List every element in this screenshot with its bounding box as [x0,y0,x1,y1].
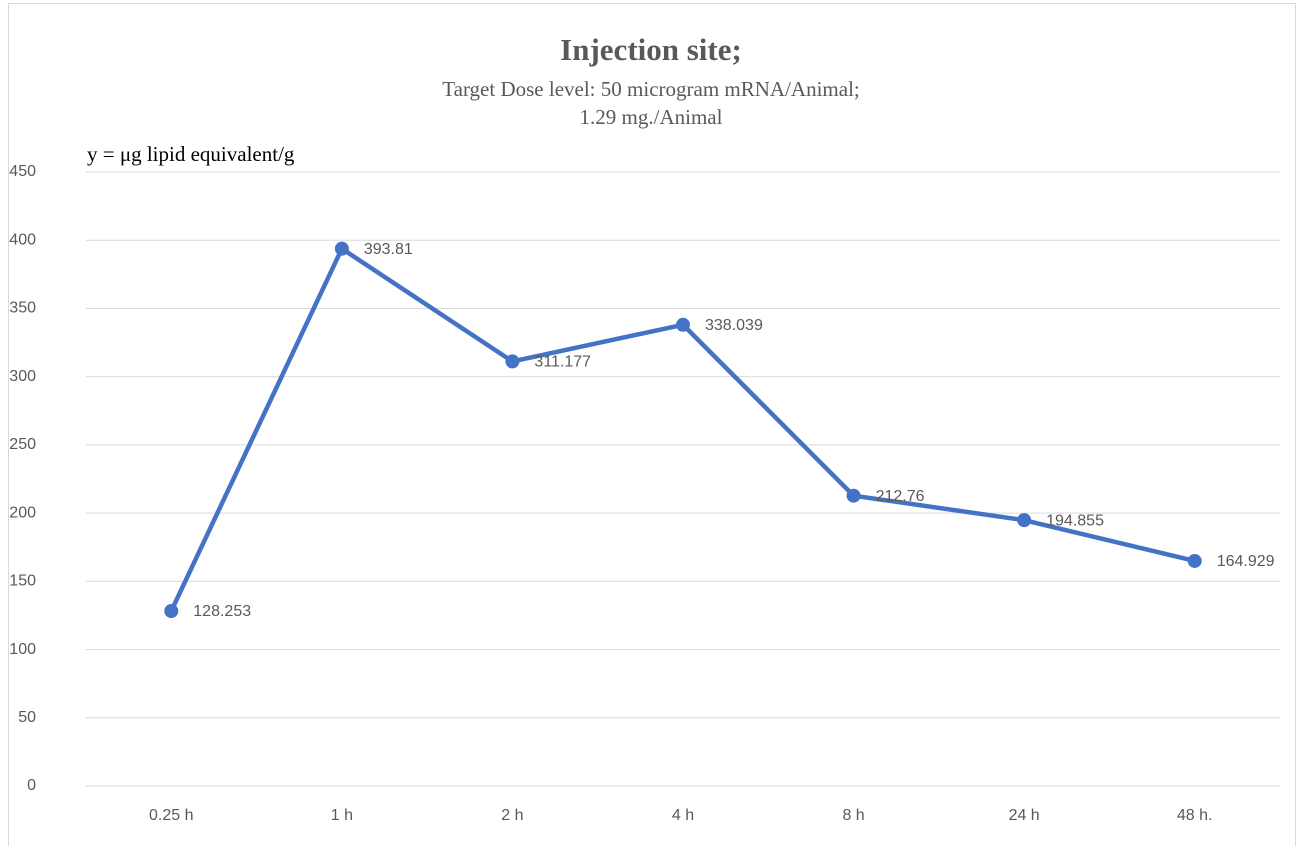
data-label: 212.76 [876,488,925,505]
y-tick-label: 400 [9,231,36,248]
data-label: 164.929 [1217,553,1275,570]
y-tick-label: 450 [9,163,36,180]
data-point [334,241,349,256]
data-point [164,604,179,619]
data-label: 311.177 [534,354,591,371]
x-tick-label: 1 h [331,807,353,824]
x-tick-label: 2 h [501,807,523,824]
chart-title: Injection site; [560,32,742,67]
y-tick-label: 100 [9,641,36,658]
x-tick-label: 0.25 h [149,807,193,824]
y-tick-label: 300 [9,368,36,385]
y-tick-label: 0 [27,777,36,794]
data-label: 194.855 [1046,512,1104,529]
chart-border [8,3,1296,846]
x-tick-label: 24 h [1009,807,1040,824]
data-label: 338.039 [705,317,763,334]
data-point [846,488,861,503]
x-tick-label: 48 h. [1177,807,1213,824]
y-tick-label: 200 [9,504,36,521]
y-tick-label: 350 [9,300,36,317]
chart-subtitle: Target Dose level: 50 microgram mRNA/Ani… [442,77,859,101]
data-label: 393.81 [364,241,413,258]
data-point [1187,553,1202,568]
y-tick-label: 250 [9,436,36,453]
data-label: 128.253 [193,603,251,620]
y-axis-label: y = μg lipid equivalent/g [87,142,295,166]
data-point [676,317,690,332]
data-point [1017,513,1032,528]
x-tick-label: 8 h [842,807,864,824]
data-point [505,354,520,369]
x-tick-label: 4 h [672,807,694,824]
chart-subtitle: 1.29 mg./Animal [580,105,723,129]
y-tick-label: 50 [18,709,36,726]
y-tick-label: 150 [9,573,36,590]
